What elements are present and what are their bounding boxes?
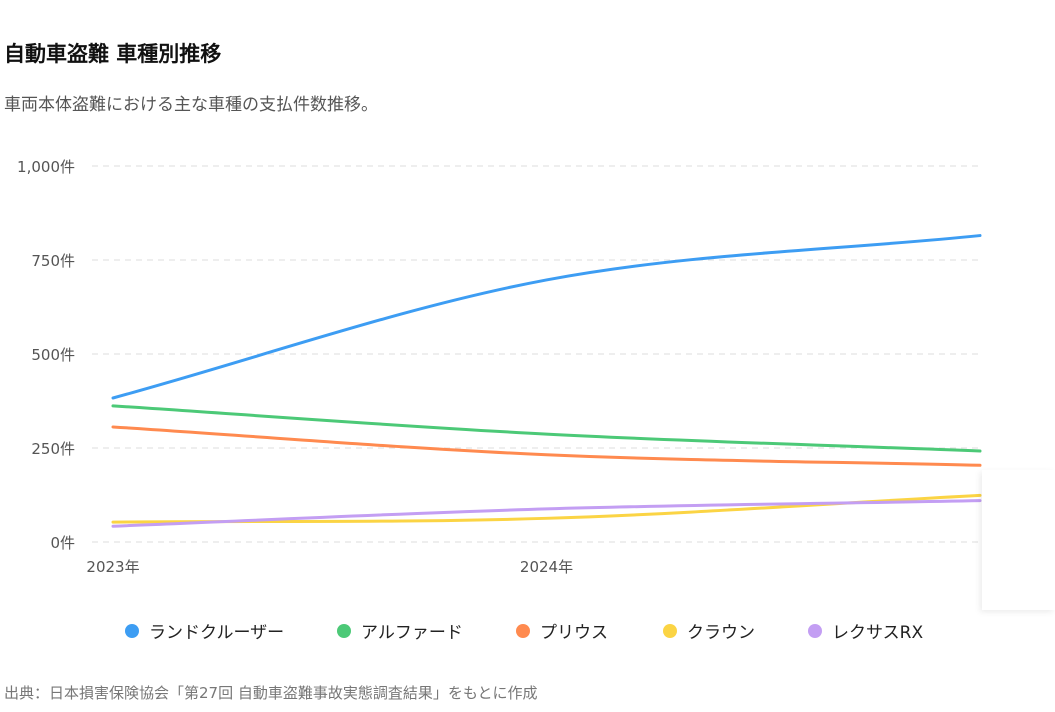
series-line[interactable] [111, 499, 982, 528]
legend-swatch [125, 623, 139, 638]
series-line[interactable] [111, 404, 982, 453]
legend-swatch [516, 623, 530, 638]
legend-item[interactable]: アルファード [337, 618, 463, 643]
x-axis-ticks: 2023年 2024年 [86, 558, 573, 576]
legend-item[interactable]: レクサスRX [808, 618, 923, 643]
chart-title: 自動車盗難 車種別推移 [4, 42, 222, 66]
legend-swatch [663, 623, 677, 638]
legend-label: プリウス [540, 623, 608, 643]
y-axis-ticks: 0件 250件 500件 750件 1,000件 [17, 158, 75, 552]
legend-label: レクサスRX [832, 623, 924, 643]
legend-swatch [808, 623, 822, 638]
legend-item[interactable]: クラウン [663, 618, 755, 643]
legend-label: ランドクルーザー [149, 623, 285, 643]
line-chart: 0件 250件 500件 750件 1,000件 2023年 2024年 [17, 158, 982, 576]
legend-item[interactable]: ランドクルーザー [125, 618, 284, 643]
x-tick-label: 2023年 [86, 558, 139, 576]
series-lines [111, 234, 982, 528]
legend-item[interactable]: プリウス [516, 618, 608, 643]
legend-label: アルファード [361, 623, 463, 643]
legend-swatch [337, 623, 351, 638]
chart-subtitle: 車両本体盗難における主な車種の支払件数推移。 [4, 95, 378, 115]
chart-legend: ランドクルーザー アルファード プリウス クラウン レクサスRX [0, 618, 1055, 648]
y-tick-label: 250件 [31, 440, 75, 458]
legend-label: クラウン [687, 623, 755, 643]
y-tick-label: 0件 [50, 534, 75, 552]
grid-lines [92, 165, 980, 543]
x-tick-label: 2024年 [520, 558, 573, 576]
chart-area: 0件 250件 500件 750件 1,000件 2023年 2024年 [0, 140, 1055, 610]
y-tick-label: 500件 [31, 346, 75, 364]
series-line[interactable] [111, 234, 982, 400]
source-note: 出典：日本損害保険協会「第27回 自動車盗難事故実態調査結果」をもとに作成 [4, 684, 538, 702]
y-tick-label: 750件 [31, 252, 75, 270]
series-line[interactable] [111, 425, 982, 467]
y-tick-label: 1,000件 [17, 158, 75, 176]
side-panel-edge [982, 470, 1055, 610]
